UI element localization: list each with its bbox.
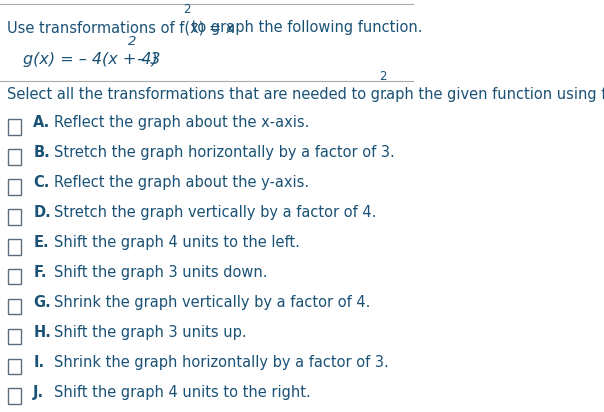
Text: Reflect the graph about the x-axis.: Reflect the graph about the x-axis. bbox=[54, 115, 309, 130]
Text: Shrink the graph vertically by a factor of 4.: Shrink the graph vertically by a factor … bbox=[54, 295, 370, 310]
Text: Shift the graph 4 units to the right.: Shift the graph 4 units to the right. bbox=[54, 384, 310, 400]
Bar bbox=[8, 179, 21, 194]
Text: 2: 2 bbox=[379, 70, 387, 83]
Text: Shift the graph 3 units down.: Shift the graph 3 units down. bbox=[54, 265, 268, 280]
Text: B.: B. bbox=[33, 145, 50, 160]
Text: C.: C. bbox=[33, 175, 50, 190]
Text: Shift the graph 4 units to the left.: Shift the graph 4 units to the left. bbox=[54, 235, 300, 250]
Text: Select all the transformations that are needed to graph the given function using: Select all the transformations that are … bbox=[7, 87, 604, 102]
Text: I.: I. bbox=[33, 355, 44, 370]
Text: A.: A. bbox=[33, 115, 50, 130]
Bar bbox=[8, 389, 21, 404]
Text: Stretch the graph vertically by a factor of 4.: Stretch the graph vertically by a factor… bbox=[54, 205, 376, 220]
Text: .: . bbox=[383, 87, 388, 102]
Bar bbox=[8, 299, 21, 314]
Text: Use transformations of f(x) = x: Use transformations of f(x) = x bbox=[7, 20, 235, 35]
Bar bbox=[8, 149, 21, 165]
Bar bbox=[8, 209, 21, 225]
Bar bbox=[8, 358, 21, 374]
Text: – 3: – 3 bbox=[132, 52, 160, 67]
Bar bbox=[8, 119, 21, 135]
Text: 2: 2 bbox=[184, 3, 191, 16]
Text: g(x) = – 4(x + 4): g(x) = – 4(x + 4) bbox=[23, 52, 158, 67]
Bar bbox=[8, 329, 21, 344]
Text: G.: G. bbox=[33, 295, 51, 310]
Text: F.: F. bbox=[33, 265, 47, 280]
Text: Shrink the graph horizontally by a factor of 3.: Shrink the graph horizontally by a facto… bbox=[54, 355, 388, 370]
Text: E.: E. bbox=[33, 235, 49, 250]
Text: J.: J. bbox=[33, 384, 44, 400]
Bar bbox=[8, 239, 21, 255]
Text: Reflect the graph about the y-axis.: Reflect the graph about the y-axis. bbox=[54, 175, 309, 190]
Bar bbox=[8, 269, 21, 284]
Text: H.: H. bbox=[33, 325, 51, 339]
Text: Shift the graph 3 units up.: Shift the graph 3 units up. bbox=[54, 325, 246, 339]
Text: Stretch the graph horizontally by a factor of 3.: Stretch the graph horizontally by a fact… bbox=[54, 145, 394, 160]
Text: 2: 2 bbox=[127, 35, 136, 48]
Text: to graph the following function.: to graph the following function. bbox=[187, 20, 423, 35]
Text: D.: D. bbox=[33, 205, 51, 220]
